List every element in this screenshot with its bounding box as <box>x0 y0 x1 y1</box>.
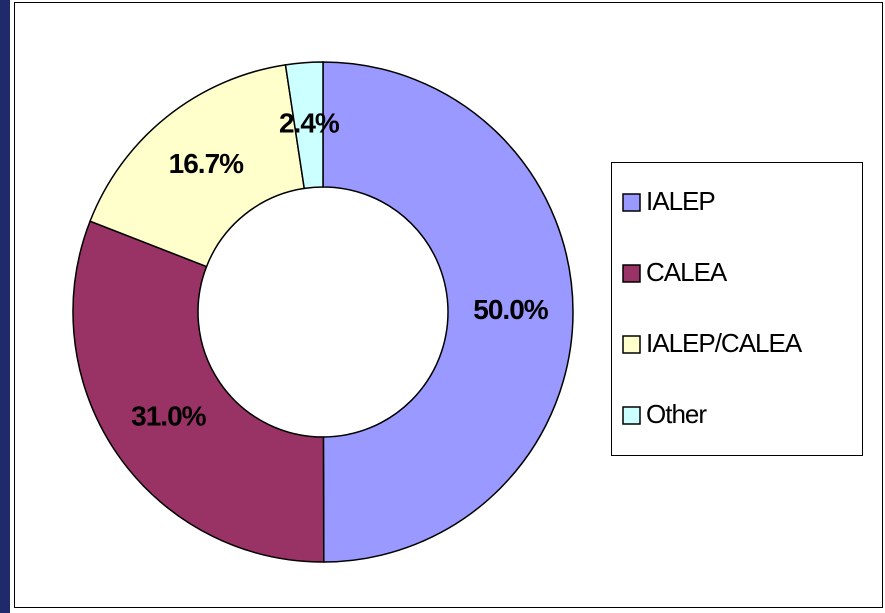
data-label: 16.7% <box>169 148 244 179</box>
data-label: 2.4% <box>279 107 340 138</box>
side-strip <box>0 0 10 613</box>
legend-swatch <box>622 264 641 283</box>
legend-swatch <box>622 406 641 425</box>
legend-label: CALEA <box>646 257 728 287</box>
legend-label: IALEP <box>646 186 715 216</box>
donut-slice <box>72 220 325 563</box>
legend-box <box>611 162 863 456</box>
legend-label: IALEP/CALEA <box>646 328 803 358</box>
donut-slice <box>284 61 324 190</box>
data-label: 31.0% <box>131 400 206 431</box>
legend-swatch <box>622 193 641 212</box>
donut-slice <box>322 61 574 563</box>
legend-swatch <box>622 335 641 354</box>
data-label: 50.0% <box>473 294 548 325</box>
donut-slice <box>89 63 306 268</box>
legend-label: Other <box>646 399 707 429</box>
